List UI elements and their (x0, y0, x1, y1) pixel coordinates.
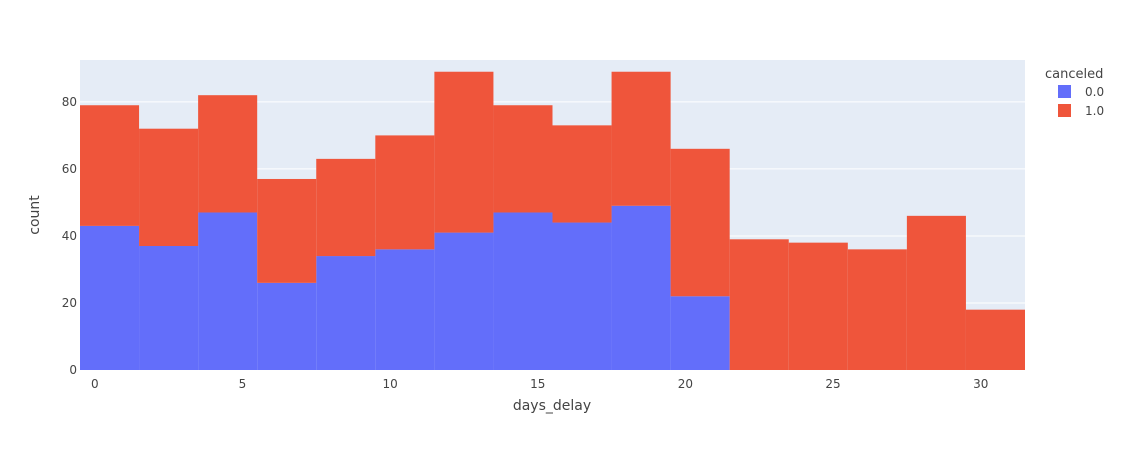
bar-series-1-bin-9 (611, 71, 671, 206)
y-tick-label: 40 (62, 229, 77, 243)
bar-series-1-bin-1 (139, 128, 199, 246)
bar-series-1-bin-15 (965, 309, 1025, 370)
bars (80, 71, 1025, 370)
x-tick-label: 25 (825, 377, 840, 391)
y-tick-label: 20 (62, 296, 77, 310)
x-tick-label: 10 (382, 377, 397, 391)
bar-series-0-bin-4 (316, 256, 376, 370)
bar-series-1-bin-13 (847, 249, 907, 370)
y-tick-label: 60 (62, 162, 77, 176)
x-tick-label: 5 (239, 377, 247, 391)
y-axis-title: count (27, 195, 43, 235)
x-axis-ticks: 0 5 10 15 20 25 30 (91, 377, 988, 391)
x-tick-label: 15 (530, 377, 545, 391)
bar-series-1-bin-4 (316, 158, 376, 257)
bar-series-0-bin-5 (375, 249, 435, 370)
bar-series-0-bin-0 (80, 225, 140, 370)
bar-series-1-bin-11 (729, 239, 789, 370)
bar-series-1-bin-8 (552, 125, 612, 223)
legend-swatch-0.0[interactable] (1058, 85, 1071, 98)
x-tick-label: 20 (678, 377, 693, 391)
legend: canceled 0.0 1.0 (1045, 67, 1104, 118)
y-axis-ticks: 0 20 40 60 80 (62, 95, 77, 377)
bar-series-1-bin-6 (434, 71, 494, 233)
bar-series-1-bin-2 (198, 95, 258, 213)
x-axis-title: days_delay (513, 398, 591, 414)
bar-series-1-bin-3 (257, 178, 317, 283)
y-tick-label: 0 (69, 363, 77, 377)
x-tick-label: 30 (973, 377, 988, 391)
legend-label-1.0[interactable]: 1.0 (1085, 104, 1104, 118)
bar-series-1-bin-14 (906, 215, 966, 370)
bar-series-0-bin-2 (198, 212, 258, 370)
bar-series-0-bin-3 (257, 282, 317, 370)
legend-label-0.0[interactable]: 0.0 (1085, 85, 1104, 99)
bar-series-0-bin-8 (552, 222, 612, 370)
bar-series-0-bin-9 (611, 205, 671, 370)
bar-series-0-bin-1 (139, 246, 199, 370)
y-tick-label: 80 (62, 95, 77, 109)
bar-series-1-bin-0 (80, 105, 140, 226)
bar-series-1-bin-12 (788, 242, 848, 370)
bar-series-0-bin-7 (493, 212, 553, 370)
bar-series-1-bin-5 (375, 135, 435, 250)
x-tick-label: 0 (91, 377, 99, 391)
bar-series-1-bin-10 (670, 148, 730, 297)
legend-title: canceled (1045, 67, 1103, 82)
bar-series-1-bin-7 (493, 105, 553, 213)
bar-series-0-bin-10 (670, 296, 730, 370)
legend-swatch-1.0[interactable] (1058, 104, 1071, 117)
bar-series-0-bin-6 (434, 232, 494, 370)
